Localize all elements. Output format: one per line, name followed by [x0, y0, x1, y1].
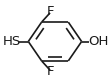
Text: HS: HS: [2, 35, 21, 48]
Text: F: F: [46, 5, 54, 18]
Text: F: F: [46, 65, 54, 78]
Text: OH: OH: [88, 35, 109, 48]
